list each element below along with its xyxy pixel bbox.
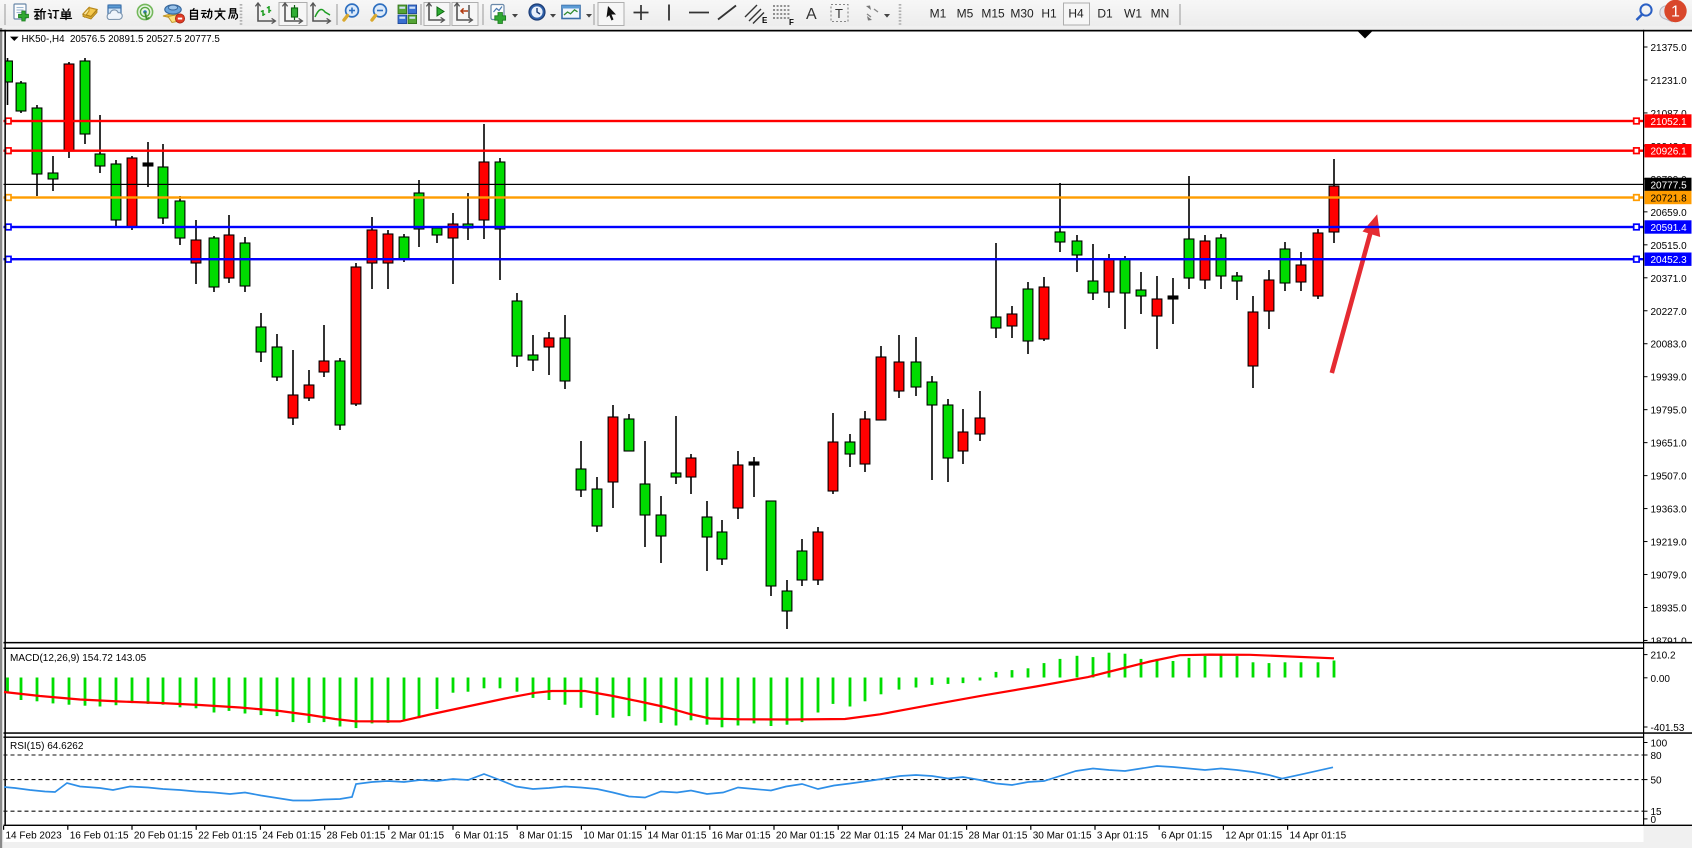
svg-text:6 Mar 01:15: 6 Mar 01:15 bbox=[455, 831, 509, 842]
svg-text:30 Mar 01:15: 30 Mar 01:15 bbox=[1033, 831, 1092, 842]
svg-text:H1: H1 bbox=[1041, 7, 1057, 21]
svg-text:M15: M15 bbox=[981, 7, 1005, 21]
svg-text:14 Apr 01:15: 14 Apr 01:15 bbox=[1290, 831, 1347, 842]
svg-text:21231.0: 21231.0 bbox=[1651, 76, 1688, 87]
svg-text:HK50-,H4 20576.5 20891.5 2052: HK50-,H4 20576.5 20891.5 20527.5 20777.5 bbox=[22, 34, 221, 45]
svg-text:80: 80 bbox=[1651, 751, 1663, 762]
svg-text:20926.1: 20926.1 bbox=[1651, 147, 1688, 158]
svg-text:100: 100 bbox=[1651, 739, 1668, 750]
svg-text:20 Mar 01:15: 20 Mar 01:15 bbox=[776, 831, 835, 842]
svg-text:1: 1 bbox=[1671, 4, 1680, 21]
svg-text:20721.8: 20721.8 bbox=[1651, 194, 1688, 205]
svg-text:16 Feb 01:15: 16 Feb 01:15 bbox=[70, 831, 129, 842]
svg-text:16 Mar 01:15: 16 Mar 01:15 bbox=[712, 831, 771, 842]
svg-text:28 Feb 01:15: 28 Feb 01:15 bbox=[327, 831, 386, 842]
svg-text:14 Feb 2023: 14 Feb 2023 bbox=[6, 831, 63, 842]
svg-text:2 Mar 01:15: 2 Mar 01:15 bbox=[391, 831, 445, 842]
svg-text:20083.0: 20083.0 bbox=[1651, 340, 1688, 351]
svg-text:RSI(15) 64.6262: RSI(15) 64.6262 bbox=[10, 741, 84, 752]
svg-text:19219.0: 19219.0 bbox=[1651, 538, 1688, 549]
svg-text:-401.53: -401.53 bbox=[1651, 723, 1685, 734]
svg-text:W1: W1 bbox=[1124, 7, 1142, 21]
svg-text:M1: M1 bbox=[930, 7, 947, 21]
svg-text:T: T bbox=[835, 6, 843, 21]
svg-text:19795.0: 19795.0 bbox=[1651, 406, 1688, 417]
svg-text:MACD(12,26,9) 154.72 143.05: MACD(12,26,9) 154.72 143.05 bbox=[10, 653, 147, 664]
svg-text:20227.0: 20227.0 bbox=[1651, 307, 1688, 318]
svg-text:21375.0: 21375.0 bbox=[1651, 43, 1688, 54]
svg-text:19079.0: 19079.0 bbox=[1651, 571, 1688, 582]
svg-text:19939.0: 19939.0 bbox=[1651, 373, 1688, 384]
svg-text:A: A bbox=[806, 6, 817, 23]
svg-text:H4: H4 bbox=[1068, 7, 1084, 21]
svg-text:20777.5: 20777.5 bbox=[1651, 180, 1688, 191]
svg-text:24 Feb 01:15: 24 Feb 01:15 bbox=[262, 831, 321, 842]
svg-text:14 Mar 01:15: 14 Mar 01:15 bbox=[648, 831, 707, 842]
svg-text:20515.0: 20515.0 bbox=[1651, 241, 1688, 252]
svg-text:D1: D1 bbox=[1097, 7, 1113, 21]
svg-text:0: 0 bbox=[1651, 815, 1657, 826]
svg-text:M30: M30 bbox=[1010, 7, 1034, 21]
svg-text:210.2: 210.2 bbox=[1651, 651, 1676, 662]
svg-text:20371.0: 20371.0 bbox=[1651, 274, 1688, 285]
svg-text:0.00: 0.00 bbox=[1651, 674, 1671, 685]
svg-text:28 Mar 01:15: 28 Mar 01:15 bbox=[969, 831, 1028, 842]
svg-text:6 Apr 01:15: 6 Apr 01:15 bbox=[1161, 831, 1213, 842]
svg-text:20591.4: 20591.4 bbox=[1651, 223, 1688, 234]
svg-text:E: E bbox=[762, 16, 768, 25]
svg-text:8 Mar 01:15: 8 Mar 01:15 bbox=[519, 831, 573, 842]
svg-text:19651.0: 19651.0 bbox=[1651, 439, 1688, 450]
svg-text:10 Mar 01:15: 10 Mar 01:15 bbox=[583, 831, 642, 842]
svg-text:50: 50 bbox=[1651, 776, 1663, 787]
svg-text:20659.0: 20659.0 bbox=[1651, 208, 1688, 219]
svg-text:22 Feb 01:15: 22 Feb 01:15 bbox=[198, 831, 257, 842]
svg-text:22 Mar 01:15: 22 Mar 01:15 bbox=[840, 831, 899, 842]
svg-text:24 Mar 01:15: 24 Mar 01:15 bbox=[904, 831, 963, 842]
svg-text:20452.3: 20452.3 bbox=[1651, 255, 1688, 266]
svg-text:19363.0: 19363.0 bbox=[1651, 505, 1688, 516]
svg-text:3 Apr 01:15: 3 Apr 01:15 bbox=[1097, 831, 1149, 842]
svg-text:F: F bbox=[789, 18, 794, 27]
svg-text:21052.1: 21052.1 bbox=[1651, 117, 1688, 128]
svg-text:M5: M5 bbox=[957, 7, 974, 21]
svg-text:15: 15 bbox=[1651, 807, 1663, 818]
svg-text:12 Apr 01:15: 12 Apr 01:15 bbox=[1225, 831, 1282, 842]
svg-text:18935.0: 18935.0 bbox=[1651, 603, 1688, 614]
svg-text:19507.0: 19507.0 bbox=[1651, 472, 1688, 483]
svg-text:20 Feb 01:15: 20 Feb 01:15 bbox=[134, 831, 193, 842]
svg-text:MN: MN bbox=[1151, 7, 1170, 21]
